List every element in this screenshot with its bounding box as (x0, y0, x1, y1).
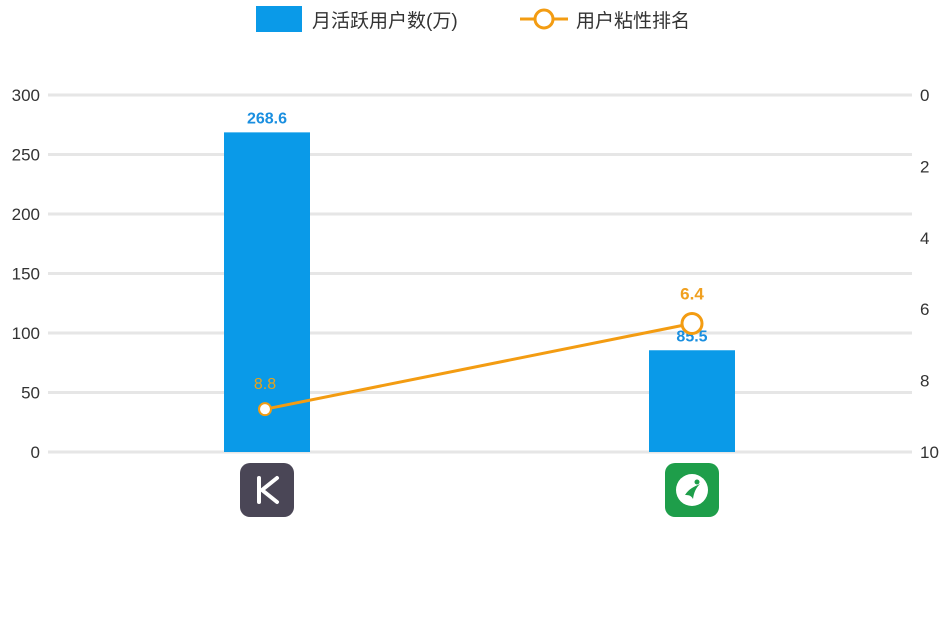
codoon-app-icon (665, 463, 719, 517)
gridlines (48, 93, 912, 454)
right-tick-label: 0 (920, 86, 929, 105)
legend-line-marker (533, 8, 555, 30)
line-point (258, 402, 272, 417)
right-tick-label: 2 (920, 157, 929, 176)
line-value-label: 6.4 (680, 284, 704, 303)
left-tick-label: 50 (21, 384, 40, 403)
right-tick-label: 10 (920, 443, 939, 462)
keep-logo-icon (257, 476, 279, 504)
legend-line-label: 用户粘性排名 (576, 10, 690, 32)
bar-value-label: 85.5 (676, 328, 707, 345)
right-tick-label: 4 (920, 229, 929, 248)
left-tick-label: 0 (31, 443, 40, 462)
left-tick-label: 150 (12, 265, 40, 284)
bar-value-label: 268.6 (247, 110, 287, 127)
left-tick-label: 300 (12, 86, 40, 105)
series-line (264, 322, 693, 411)
left-axis: 0 50 100 150 200 250 300 (12, 86, 40, 462)
left-tick-label: 100 (12, 324, 40, 343)
legend-bar-label: 月活跃用户数(万) (312, 10, 458, 32)
legend-bar-swatch (256, 6, 302, 32)
right-axis: 10 8 6 4 2 0 (920, 86, 939, 462)
line-value-label: 8.8 (254, 376, 276, 393)
bar (224, 132, 310, 452)
left-tick-label: 200 (12, 205, 40, 224)
line-series: 8.8 6.4 (254, 284, 704, 417)
left-tick-label: 250 (12, 146, 40, 165)
line-point (680, 311, 704, 335)
legend: 月活跃用户数(万) 用户粘性排名 (256, 6, 690, 32)
right-tick-label: 8 (920, 372, 929, 391)
right-tick-label: 6 (920, 300, 929, 319)
codoon-logo-icon (676, 474, 708, 506)
bar-series: 268.6 85.5 (224, 110, 735, 452)
bar (649, 350, 735, 452)
keep-app-icon (240, 463, 294, 517)
